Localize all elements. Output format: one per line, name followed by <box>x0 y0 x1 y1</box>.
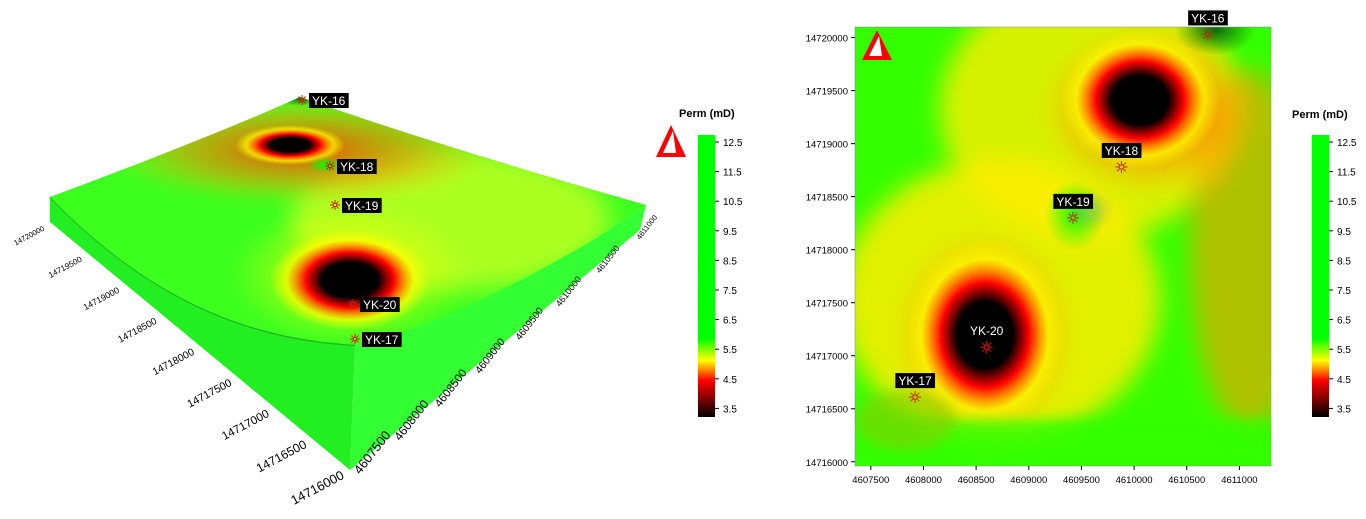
colorbar-tick-label: 8.5 <box>1337 256 1351 267</box>
colorbar-tick-label: 6.5 <box>1337 316 1351 327</box>
well-label: YK-16 <box>309 93 349 108</box>
colorbar-tick-label: 10.5 <box>1337 197 1357 208</box>
well-marker-icon <box>350 334 360 344</box>
colorbar-tick-label: 10.5 <box>723 197 743 208</box>
y-tick-label: 14718500 <box>116 316 159 346</box>
well-name: YK-16 <box>312 94 346 108</box>
well-marker-icon <box>980 341 993 354</box>
x-tick-label: 4609500 <box>1063 475 1100 486</box>
y-tick-label: 14718000 <box>806 246 848 257</box>
well-name: YK-20 <box>363 298 397 312</box>
x-tick-label: 4611000 <box>1221 475 1257 486</box>
y-tick-label: 14717000 <box>806 352 848 363</box>
block-left-face <box>50 197 355 470</box>
well-label: YK-20 <box>360 297 400 312</box>
x-tick-label: 4608000 <box>905 475 942 486</box>
y-tick-label: 14716000 <box>288 467 346 507</box>
y-tick-label: 14720000 <box>12 224 46 248</box>
x-tick-label: 4610500 <box>1168 475 1205 486</box>
well-label: YK-17 <box>362 332 402 347</box>
y-tick-label: 14719000 <box>81 285 121 312</box>
colorbar-tick-label: 3.5 <box>1337 404 1351 415</box>
well-marker-icon <box>1067 211 1080 224</box>
colorbar-tick-label: 4.5 <box>723 375 737 386</box>
north-arrow-icon <box>862 30 892 60</box>
x-tick-label: 4607500 <box>852 475 889 486</box>
well-marker-icon <box>330 200 340 210</box>
y-tick-label: 14719000 <box>806 140 848 151</box>
well-name: YK-19 <box>345 199 379 213</box>
well-label: YK-20 <box>966 323 1007 339</box>
well-marker-icon <box>348 299 358 309</box>
colorbar-tick-label: 12.5 <box>1337 138 1357 149</box>
map-2d-view: YK-16 YK-18 YK-19 YK-20 YK-17 4607500 4608000… <box>806 10 1272 486</box>
x-tick-label: 4610000 <box>1116 475 1153 486</box>
well-label: YK-18 <box>1101 142 1142 158</box>
well-label: YK-18 <box>337 159 377 174</box>
colorbar-tick-label: 7.5 <box>723 286 737 297</box>
well-label: YK-16 <box>1188 10 1228 26</box>
y-tick-label: 14717000 <box>220 407 272 443</box>
colorbar-tick-label: 3.5 <box>723 404 737 415</box>
colorbar-tick-label: 4.5 <box>1337 375 1351 386</box>
x-tick-label: 4609000 <box>1010 475 1047 486</box>
well-marker-icon <box>297 95 307 105</box>
x-axis-ticks-2d: 4607500 4608000 4608500 4609000 4609500 46100… <box>852 466 1258 486</box>
x-tick-label: 4608500 <box>958 475 995 486</box>
y-tick-label: 14717500 <box>185 377 234 410</box>
well-marker-icon <box>1201 28 1214 41</box>
colorbar-right: Perm (mD) 12.5 11.5 10.5 9.5 8.5 7.5 6.5 5.5 4.5… <box>1292 109 1357 417</box>
colorbar-tick-label: 8.5 <box>723 256 737 267</box>
colorbar-tick-label: 6.5 <box>723 316 737 327</box>
north-arrow-icon <box>656 125 686 157</box>
colorbar-tick-label: 11.5 <box>723 168 742 179</box>
well-label: YK-19 <box>342 198 382 213</box>
well-name: YK-18 <box>1105 144 1139 158</box>
y-tick-label: 14716000 <box>806 458 848 469</box>
wells-3d: YK-16 YK-18 YK-19 YK-20 YK-17 <box>297 93 402 347</box>
colorbar-tick-label: 9.5 <box>723 227 737 238</box>
y-tick-label: 14716500 <box>806 405 848 416</box>
colorbar-left: Perm (mD) 12.5 11.5 10.5 9.5 8.5 7.5 6.5 5.5 4.5… <box>679 108 743 417</box>
y-tick-label: 14717500 <box>806 299 848 310</box>
well-marker-icon <box>325 161 335 171</box>
well-name: YK-19 <box>1056 195 1090 209</box>
y-axis-ticks-2d: 14716000 14716500 14717000 14717500 14718000… <box>806 34 855 469</box>
well-name: YK-17 <box>365 333 399 347</box>
well-name: YK-20 <box>970 324 1004 338</box>
y-tick-label: 14718500 <box>806 193 848 204</box>
well-name: YK-18 <box>340 160 374 174</box>
block-front-face <box>350 205 646 470</box>
y-tick-label: 14719500 <box>47 255 84 280</box>
y-tick-label: 14720000 <box>806 34 848 45</box>
colorbar-title: Perm (mD) <box>1292 109 1348 121</box>
colorbar-tick-label: 12.5 <box>723 138 743 149</box>
well-marker-icon <box>1115 160 1128 173</box>
well-label: YK-19 <box>1053 193 1094 209</box>
well-label: YK-17 <box>895 373 936 389</box>
colorbar-tick-label: 5.5 <box>1337 345 1351 356</box>
colorbar-tick-label: 5.5 <box>723 345 737 356</box>
block-top-surface <box>50 97 646 345</box>
well-name: YK-16 <box>1191 11 1225 25</box>
colorbar-title: Perm (mD) <box>679 108 735 120</box>
colorbar-tick-label: 7.5 <box>1337 286 1351 297</box>
wells-2d: YK-16 YK-18 YK-19 YK-20 YK-17 <box>895 10 1228 404</box>
well-name: YK-17 <box>898 374 932 388</box>
y-tick-label: 14719500 <box>806 87 848 98</box>
y-tick-label: 14716500 <box>254 437 309 475</box>
y-tick-label: 14718000 <box>151 347 197 378</box>
colorbar-tick-label: 11.5 <box>1337 168 1356 179</box>
block-3d-view: YK-16 YK-18 YK-19 YK-20 YK-17 14716000147165… <box>12 93 659 508</box>
well-marker-icon <box>909 391 922 404</box>
colorbar-tick-label: 9.5 <box>1337 227 1351 238</box>
